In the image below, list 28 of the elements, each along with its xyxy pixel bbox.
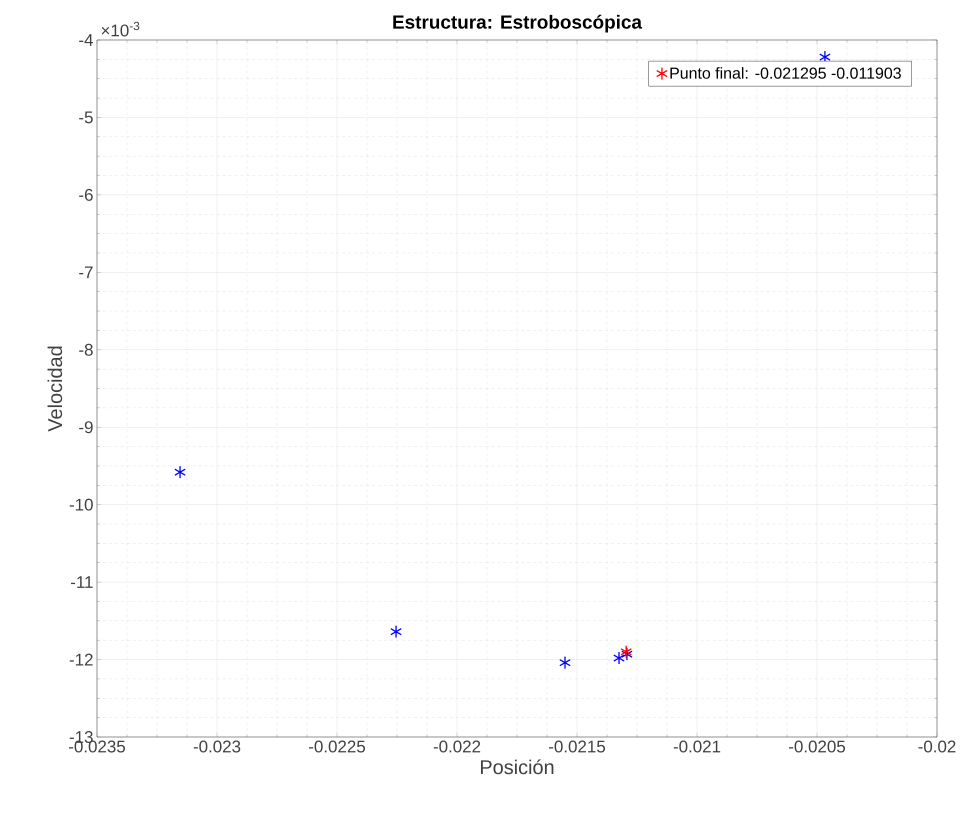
chart-title: Estructura: Estroboscópica	[393, 14, 642, 32]
legend-label: Punto final: -0.021295 -0.011903	[670, 67, 901, 79]
text: ×10$^{-3}$	[102, 22, 140, 36]
point	[620, 645, 632, 658]
x-tick-label: -0.0215	[549, 740, 606, 753]
y-tick-label: -5	[79, 112, 93, 124]
x-tick-label: -0.0235	[69, 740, 125, 753]
x-tick-label: -0.022	[434, 740, 480, 753]
y-tick-label: -11	[71, 576, 93, 588]
y-tick-label: -7	[79, 266, 93, 278]
x-tick-label: -0.023	[194, 740, 240, 753]
y-tick-label: -8	[79, 344, 93, 356]
y-tick-label: -4	[79, 34, 93, 46]
y-tick-label: -10	[70, 498, 93, 511]
y-tick-label: -6	[79, 188, 93, 201]
y-axis-title: Velocidad	[48, 346, 62, 432]
x-tick-label: -0.0205	[789, 740, 846, 753]
x-tick-label: -0.02	[918, 740, 956, 753]
x-axis-title: Posición	[480, 759, 554, 774]
y-tick-label: -9	[79, 421, 93, 434]
point	[621, 647, 633, 661]
point	[174, 465, 186, 479]
point	[613, 651, 625, 665]
point	[559, 656, 571, 670]
point	[390, 625, 402, 638]
x-tick-label: -0.0225	[309, 740, 365, 753]
x-tick-label: -0.021	[674, 740, 720, 753]
y-tick-label: -12	[70, 654, 93, 666]
